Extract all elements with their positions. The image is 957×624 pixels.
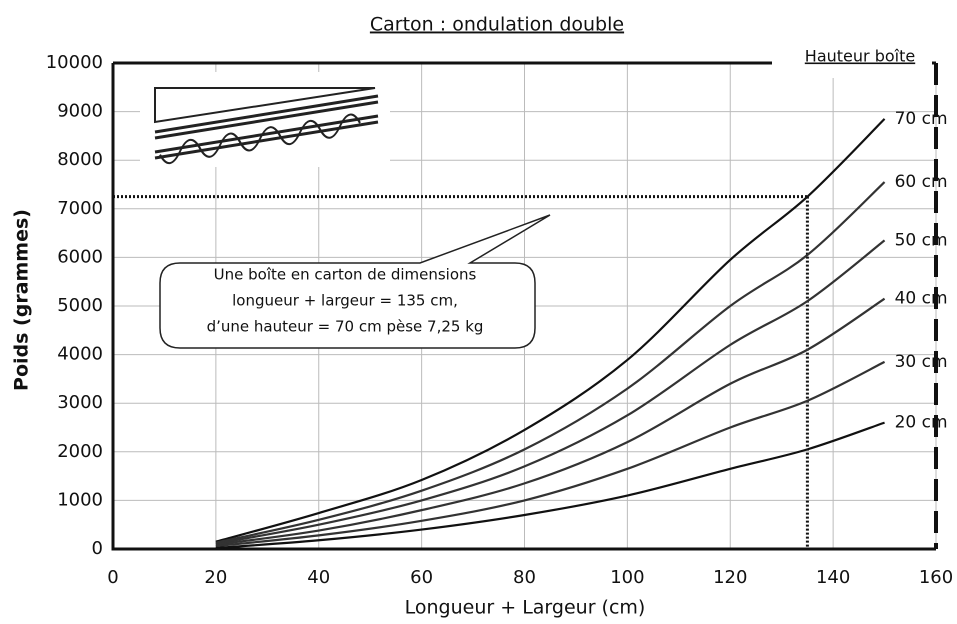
series-line xyxy=(215,297,886,546)
x-tick-label: 20 xyxy=(204,567,227,588)
series-label: 50 cm xyxy=(895,230,948,250)
series-label: 30 cm xyxy=(895,352,948,372)
x-tick-label: 0 xyxy=(107,567,118,588)
axis-frame xyxy=(111,63,936,551)
y-tick-label: 3000 xyxy=(57,392,103,413)
chart-title: Carton : ondulation double xyxy=(370,14,624,36)
x-tick-label: 120 xyxy=(713,567,747,588)
y-tick-label: 8000 xyxy=(57,149,103,170)
x-axis-label: Longueur + Largeur (cm) xyxy=(405,597,646,619)
series-line xyxy=(215,181,886,544)
annotation-line: Une boîte en carton de dimensions xyxy=(214,266,477,284)
x-tick-label: 60 xyxy=(410,567,433,588)
x-tick-label: 160 xyxy=(919,567,953,588)
inset-illustration xyxy=(140,72,390,167)
legend-box xyxy=(772,40,932,78)
series-label: 40 cm xyxy=(895,289,948,309)
y-tick-label: 4000 xyxy=(57,344,103,365)
series-label: 20 cm xyxy=(895,413,948,433)
series-line xyxy=(215,360,886,548)
y-tick-label: 2000 xyxy=(57,441,103,462)
y-tick-label: 6000 xyxy=(57,246,103,267)
x-tick-label: 100 xyxy=(610,567,644,588)
series-line xyxy=(215,421,885,550)
legend-title: Hauteur boîte xyxy=(805,47,915,66)
series-line xyxy=(215,118,886,543)
y-tick-label: 5000 xyxy=(57,295,103,316)
y-axis-label: Poids (grammes) xyxy=(11,209,33,391)
annotation-line: longueur + largeur = 135 cm, xyxy=(232,292,458,310)
x-tick-label: 40 xyxy=(307,567,330,588)
y-tick-label: 9000 xyxy=(57,101,103,122)
series-line xyxy=(215,239,886,545)
series-label: 70 cm xyxy=(895,109,948,129)
y-tick-label: 10000 xyxy=(46,52,103,73)
x-tick-label: 80 xyxy=(513,567,536,588)
annotation-line: d’une hauteur = 70 cm pèse 7,25 kg xyxy=(207,318,484,336)
y-tick-label: 0 xyxy=(92,538,103,559)
y-tick-label: 1000 xyxy=(57,489,103,510)
x-tick-label: 140 xyxy=(816,567,850,588)
series-label: 60 cm xyxy=(895,172,948,192)
y-tick-label: 7000 xyxy=(57,198,103,219)
callout: Une boîte en carton de dimensions longue… xyxy=(159,214,551,349)
